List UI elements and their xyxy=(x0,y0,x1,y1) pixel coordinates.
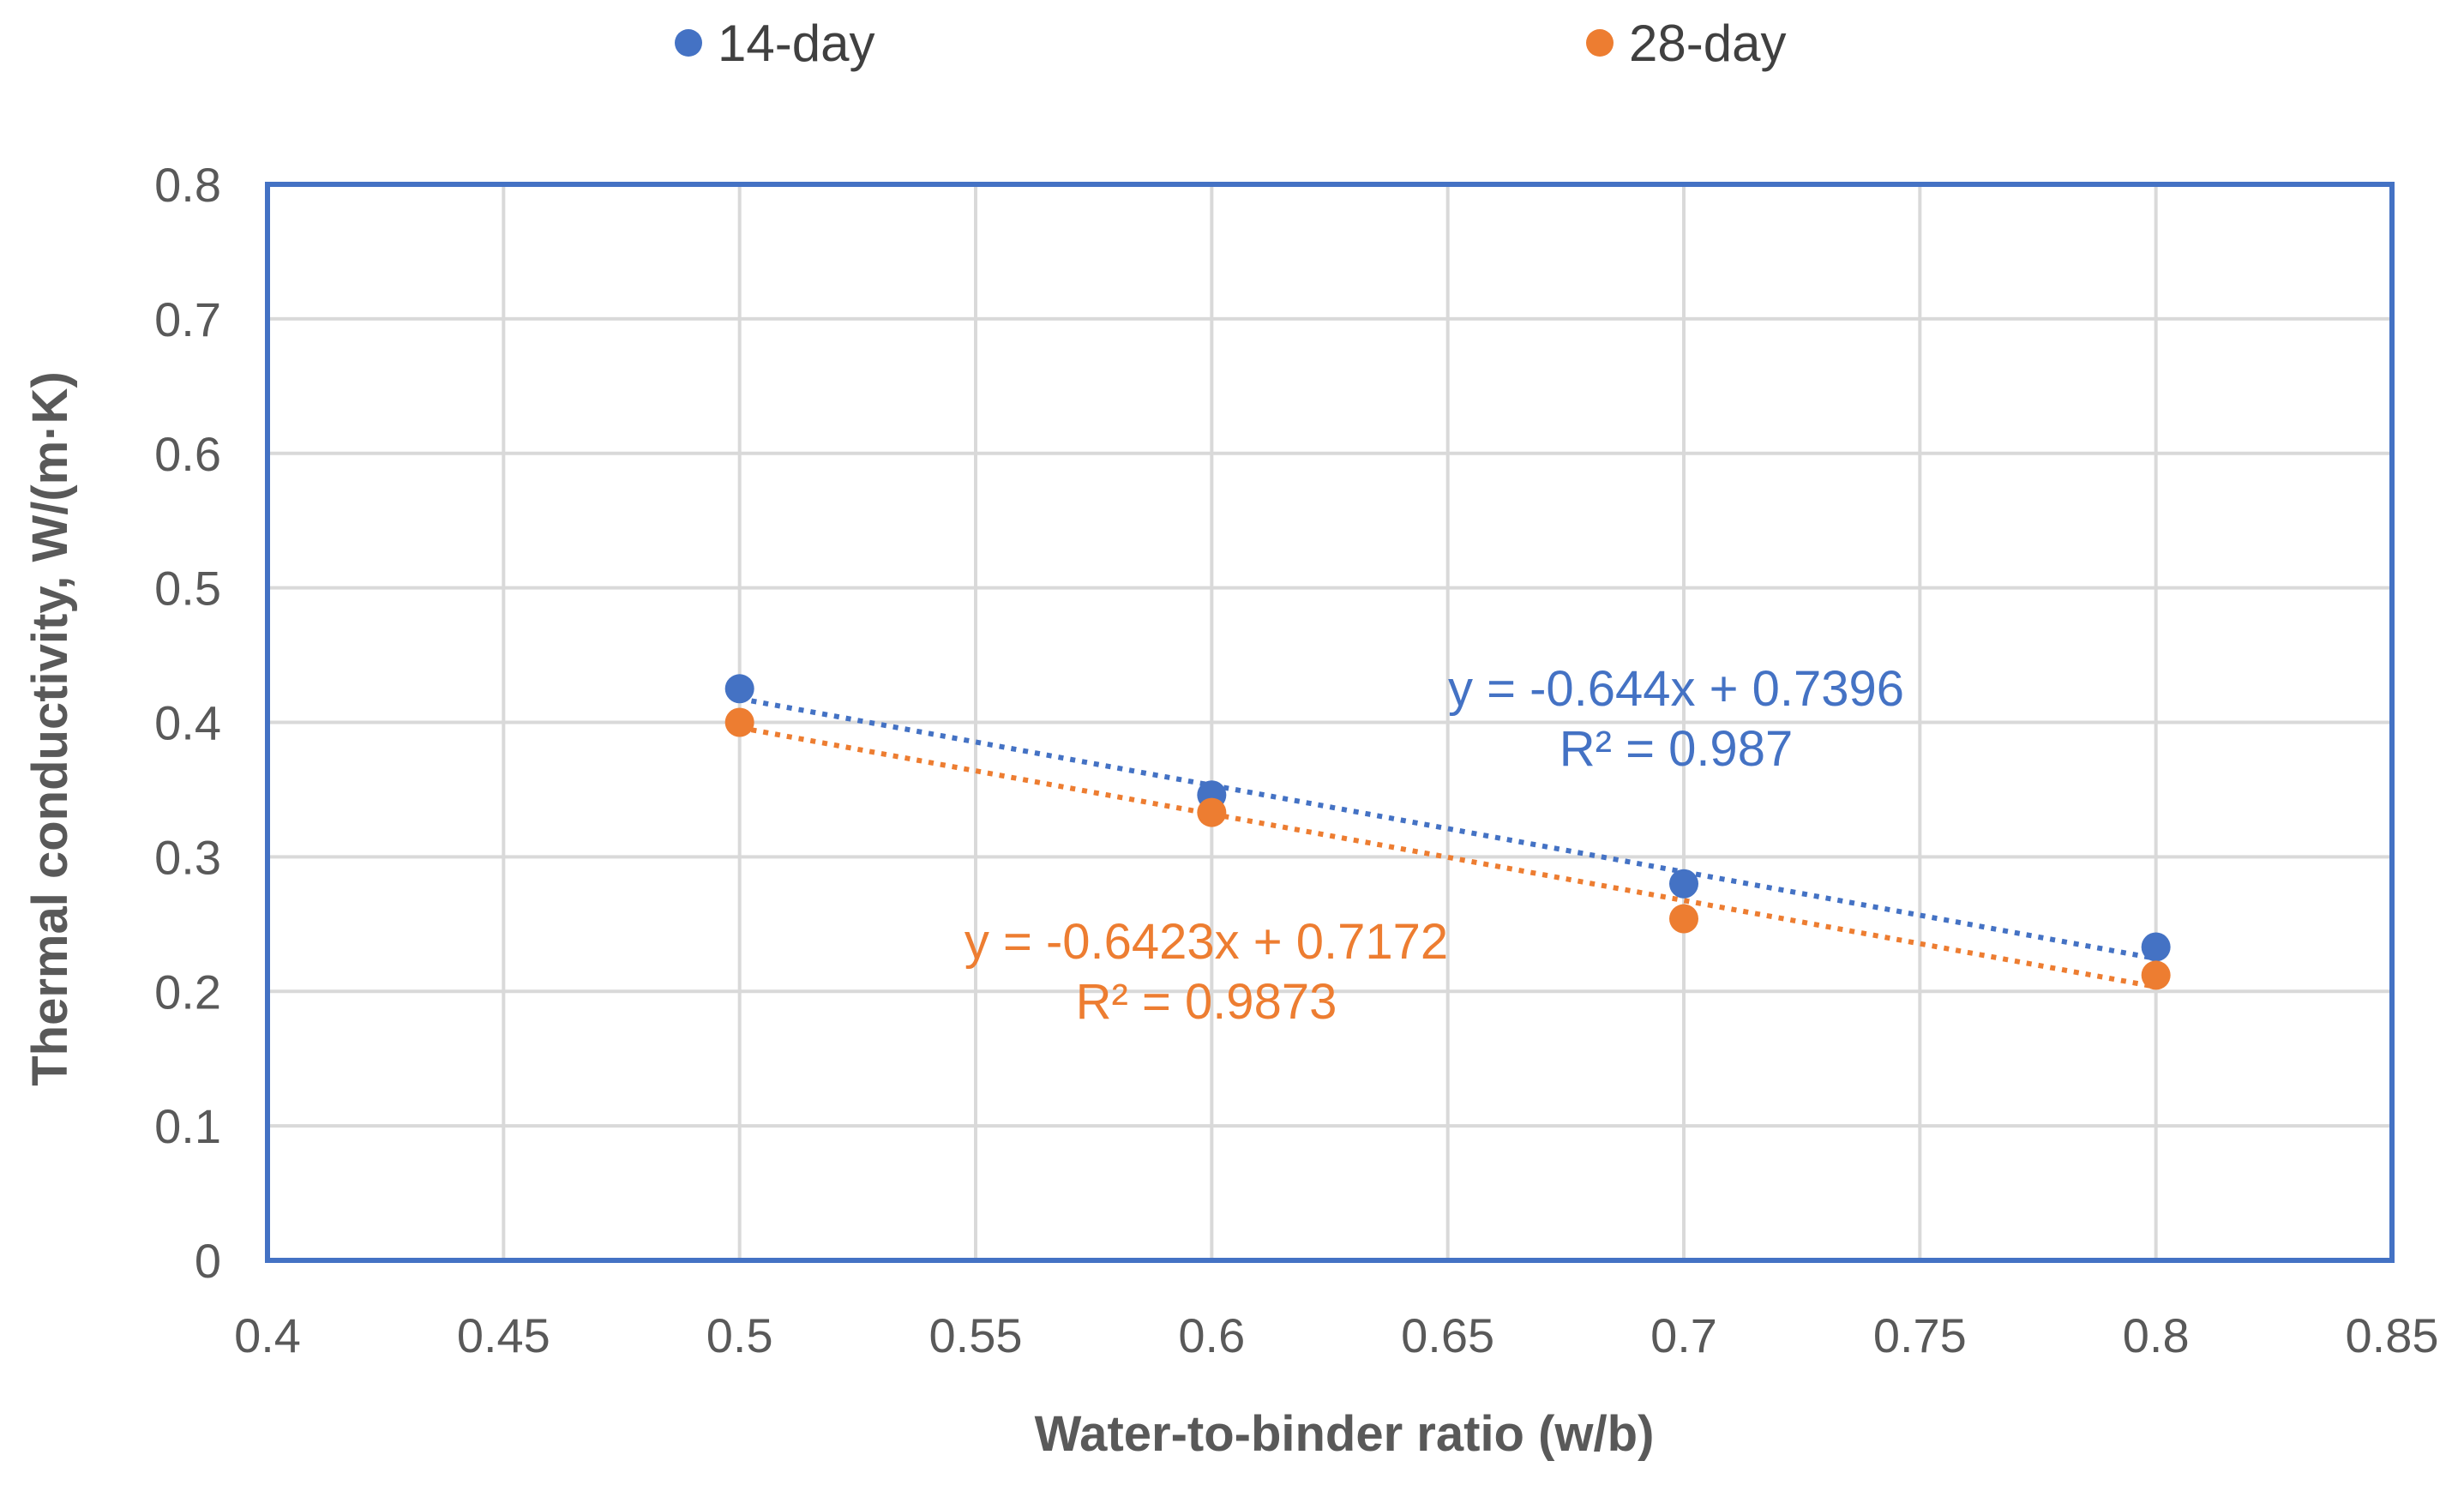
legend-label-28-day[interactable]: 28-day xyxy=(1629,15,1786,72)
point-28-day xyxy=(724,707,754,737)
grid-lines xyxy=(267,184,2392,1260)
x-tick-label: 0.65 xyxy=(1401,1308,1494,1362)
y-tick-label: 0.3 xyxy=(154,830,221,884)
x-tick-label: 0.5 xyxy=(706,1308,773,1362)
y-tick-labels: 0 0.1 0.2 0.3 0.4 0.5 0.6 0.7 0.8 xyxy=(154,158,221,1288)
y-tick-label: 0.4 xyxy=(154,696,221,750)
equation-28-day: y = -0.6423x + 0.7172 xyxy=(965,914,1448,970)
point-28-day xyxy=(1197,797,1227,827)
y-tick-label: 0.8 xyxy=(154,158,221,212)
x-tick-label: 0.85 xyxy=(2346,1308,2439,1362)
equation-14-day: y = -0.644x + 0.7396 xyxy=(1448,661,1904,717)
legend-marker-14-day xyxy=(675,29,702,57)
legend-label-14-day[interactable]: 14-day xyxy=(718,15,874,72)
x-axis-title: Water-to-binder ratio (w/b) xyxy=(1035,1406,1655,1462)
x-tick-label: 0.6 xyxy=(1178,1308,1245,1362)
point-14-day xyxy=(724,674,754,704)
point-28-day xyxy=(1669,904,1698,934)
point-28-day xyxy=(2141,960,2171,990)
point-14-day xyxy=(1669,869,1698,899)
r-squared-28-day: R² = 0.9873 xyxy=(1076,974,1337,1030)
legend[interactable]: 14-day 28-day xyxy=(675,15,1786,72)
y-tick-label: 0.1 xyxy=(154,1099,221,1153)
x-tick-label: 0.7 xyxy=(1650,1308,1717,1362)
y-tick-label: 0.6 xyxy=(154,427,221,481)
y-tick-label: 0.2 xyxy=(154,965,221,1019)
x-tick-label: 0.75 xyxy=(1873,1308,1967,1362)
y-tick-label: 0.7 xyxy=(154,292,221,346)
plot-area-border xyxy=(265,182,2395,1263)
legend-marker-28-day xyxy=(1586,29,1614,57)
point-14-day xyxy=(2141,932,2171,962)
y-tick-label: 0 xyxy=(195,1234,221,1288)
x-tick-label: 0.4 xyxy=(234,1308,301,1362)
y-tick-label: 0.5 xyxy=(154,562,221,616)
r-squared-14-day: R² = 0.987 xyxy=(1560,721,1793,777)
x-tick-label: 0.45 xyxy=(457,1308,550,1362)
y-axis-title: Thermal conductivity, W/(m·K) xyxy=(22,371,78,1086)
data-points xyxy=(724,674,2171,990)
x-tick-label: 0.8 xyxy=(2123,1308,2190,1362)
x-tick-labels: 0.4 0.45 0.5 0.55 0.6 0.65 0.7 0.75 0.8 0.85 xyxy=(234,1308,2438,1362)
x-tick-label: 0.55 xyxy=(929,1308,1023,1362)
